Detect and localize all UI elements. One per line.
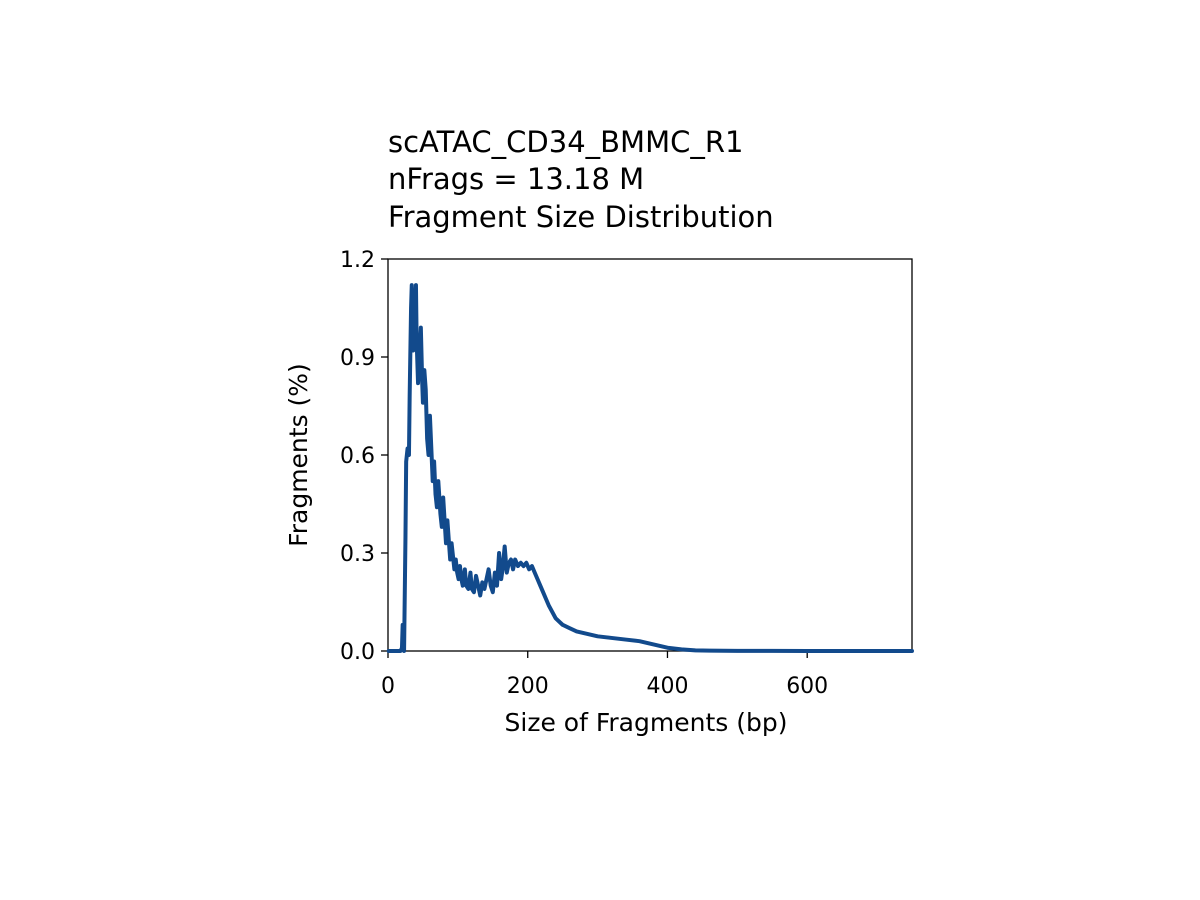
chart-title-line-1: scATAC_CD34_BMMC_R1 [388,125,743,159]
x-tick-label: 400 [646,674,688,699]
chart-title: scATAC_CD34_BMMC_R1 nFrags = 13.18 M Fra… [388,125,774,234]
y-tick-label: 0.6 [340,444,375,469]
x-axis-label: Size of Fragments (bp) [505,708,788,737]
y-tick-label: 0.3 [340,542,375,567]
chart-title-line-2: nFrags = 13.18 M [388,162,644,196]
y-tick-label: 0.0 [340,640,375,665]
chart-title-line-3: Fragment Size Distribution [388,200,774,234]
x-tick-label: 0 [381,674,395,699]
plot-frame [387,258,913,652]
x-tick-label: 200 [507,674,549,699]
x-tick-label: 600 [786,674,828,699]
fragment-size-line [386,283,914,653]
y-tick-label: 0.9 [340,346,375,371]
y-axis: 0.0 0.3 0.6 0.9 1.2 [340,248,388,665]
y-tick-label: 1.2 [340,248,375,273]
y-axis-label: Fragments (%) [284,363,313,547]
x-axis: 0 200 400 600 [381,651,828,699]
